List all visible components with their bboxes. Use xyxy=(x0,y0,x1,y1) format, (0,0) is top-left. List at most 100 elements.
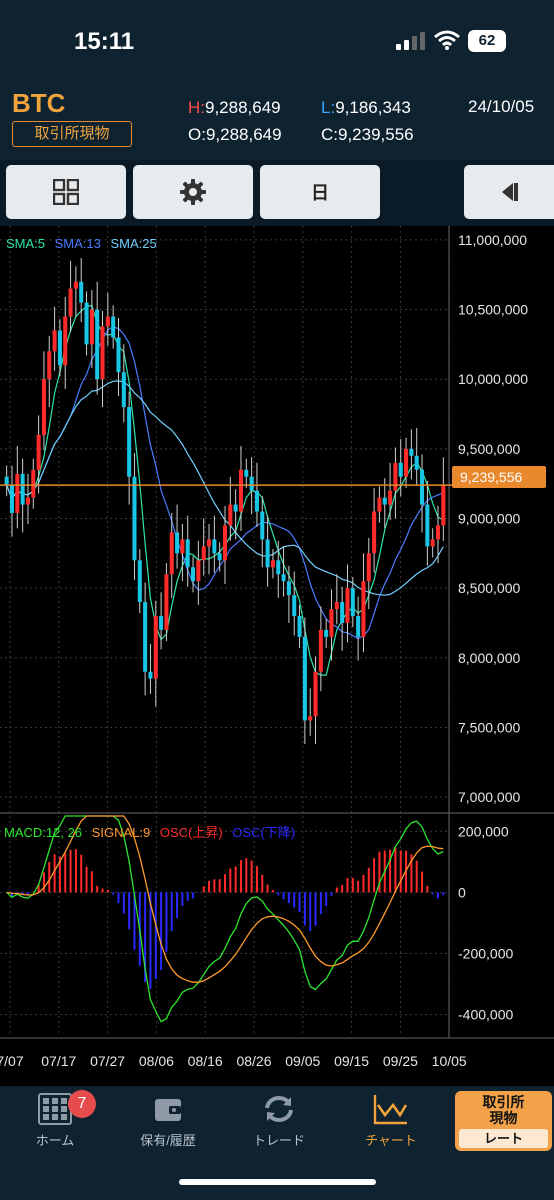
macd-tick-label: -400,000 xyxy=(458,1007,513,1023)
candle-body xyxy=(9,485,15,513)
tab-chart[interactable]: チャート xyxy=(346,1092,436,1152)
date-tick-label: 09/15 xyxy=(334,1053,369,1069)
price-tick-label: 10,000,000 xyxy=(458,371,528,387)
candle-body xyxy=(132,476,137,561)
chart-axes: 11,000,000 10,500,000 10,000,000 9,500,000 9… xyxy=(0,226,554,1069)
price-tick-label: 9,500,000 xyxy=(458,441,520,457)
candle-body xyxy=(313,671,318,717)
home-indicator xyxy=(179,1179,376,1185)
candle-body xyxy=(105,316,110,327)
macd-histogram-bar xyxy=(335,887,338,893)
macd-histogram-bar xyxy=(186,892,189,901)
macd-histogram-bar xyxy=(101,888,104,893)
tab-trade[interactable]: トレード xyxy=(234,1092,324,1152)
date-tick-label: 08/06 xyxy=(139,1053,174,1069)
collapse-panel-button[interactable] xyxy=(464,165,554,219)
rate-toggle-button[interactable]: 取引所 現物 レート xyxy=(455,1091,552,1151)
candle-body xyxy=(143,602,148,672)
macd-histogram-bar xyxy=(437,892,440,899)
open-price: O:9,288,649 xyxy=(188,125,282,145)
candle-body xyxy=(441,485,446,526)
candle-body xyxy=(238,469,243,512)
candle-body xyxy=(318,629,323,672)
market-badge: 取引所現物 xyxy=(12,121,132,147)
candle-body xyxy=(175,532,180,554)
chart-toolbar: 日 xyxy=(0,160,554,226)
candle-body xyxy=(52,330,57,352)
macd-histogram-bar xyxy=(42,872,45,893)
candle-body xyxy=(340,602,345,623)
macd-histogram-bar xyxy=(218,879,221,893)
macd-histogram-bar xyxy=(37,884,40,893)
high-value: 9,288,649 xyxy=(205,98,281,117)
price-tick-label: 11,000,000 xyxy=(458,232,527,248)
candle-body xyxy=(334,602,339,610)
candle-body xyxy=(222,525,228,561)
macd-histogram-bar xyxy=(229,868,232,893)
candle-body xyxy=(292,595,297,616)
macd-histogram-bar xyxy=(351,877,354,893)
candle-body xyxy=(201,546,206,561)
macd-histogram-bar xyxy=(106,889,109,893)
settings-button[interactable] xyxy=(133,165,253,219)
tab-holdings[interactable]: 保有/履歴 xyxy=(122,1092,214,1152)
candle-body xyxy=(148,671,153,679)
high-price: H:9,288,649 xyxy=(188,98,281,118)
sma-legend: SMA:5 SMA:13 SMA:25 xyxy=(6,236,157,251)
candle-body xyxy=(281,574,286,582)
macd-histogram-bar xyxy=(192,892,195,899)
macd-legend-osc-down: OSC(下降) xyxy=(232,825,295,840)
period-label: 日 xyxy=(311,183,329,203)
date-tick-label: 08/16 xyxy=(188,1053,223,1069)
candle-body xyxy=(111,316,116,338)
candle-body xyxy=(254,490,259,512)
cellular-signal-icon xyxy=(396,32,425,50)
macd-histogram-bar xyxy=(64,853,67,893)
period-button[interactable]: 日 xyxy=(260,165,380,219)
price-chart[interactable]: 11,000,000 10,500,000 10,000,000 9,500,000 9… xyxy=(0,226,554,1086)
price-tick-label: 7,000,000 xyxy=(458,789,520,805)
quote-date: 24/10/05 xyxy=(468,97,535,116)
tab-home[interactable]: ホーム 7 xyxy=(10,1090,100,1152)
macd-histogram-bar xyxy=(378,851,381,893)
sma25-legend: SMA:25 xyxy=(111,236,157,251)
current-price-tag xyxy=(452,466,546,488)
candle-body xyxy=(137,560,142,603)
symbol-title: BTC xyxy=(12,88,66,118)
candle-body xyxy=(79,281,84,303)
candle-body xyxy=(25,497,30,505)
candle-body xyxy=(36,434,41,470)
macd-histogram-bar xyxy=(373,858,376,893)
current-price-label: 9,239,556 xyxy=(460,469,522,485)
low-price: L:9,186,343 xyxy=(321,98,411,118)
macd-histogram-bar xyxy=(234,866,237,893)
grid-icon xyxy=(53,179,79,205)
open-value: 9,288,649 xyxy=(205,125,282,144)
date-tick-label: 09/25 xyxy=(383,1053,418,1069)
close-value: 9,239,556 xyxy=(338,125,414,144)
macd-histogram-bar xyxy=(53,854,56,893)
layout-button[interactable] xyxy=(6,165,126,219)
macd-histogram-bar xyxy=(271,890,274,893)
macd-histogram-bar xyxy=(32,891,35,893)
candle-body xyxy=(15,473,20,513)
macd-histogram-bar xyxy=(330,892,333,896)
macd-histogram-bar xyxy=(69,849,72,893)
macd-histogram-bar xyxy=(202,886,205,893)
collapse-panel-icon xyxy=(502,183,518,201)
candle-body xyxy=(409,448,414,456)
wallet-icon xyxy=(155,1099,181,1121)
macd-histogram-bar xyxy=(144,892,147,983)
macd-histogram-bar xyxy=(10,892,13,897)
macd-histogram-bar xyxy=(357,880,360,893)
candle-body xyxy=(361,581,366,637)
date-tick-label: 08/26 xyxy=(236,1053,271,1069)
candle-body xyxy=(180,539,185,554)
candle-body xyxy=(228,504,233,526)
macd-legend-osc-up: OSC(上昇) xyxy=(160,825,223,840)
low-label: L: xyxy=(321,98,336,117)
candle-body xyxy=(377,497,382,512)
candle-body xyxy=(212,539,217,554)
price-tick-label: 8,000,000 xyxy=(458,650,520,666)
battery-indicator: 62 xyxy=(468,30,506,52)
